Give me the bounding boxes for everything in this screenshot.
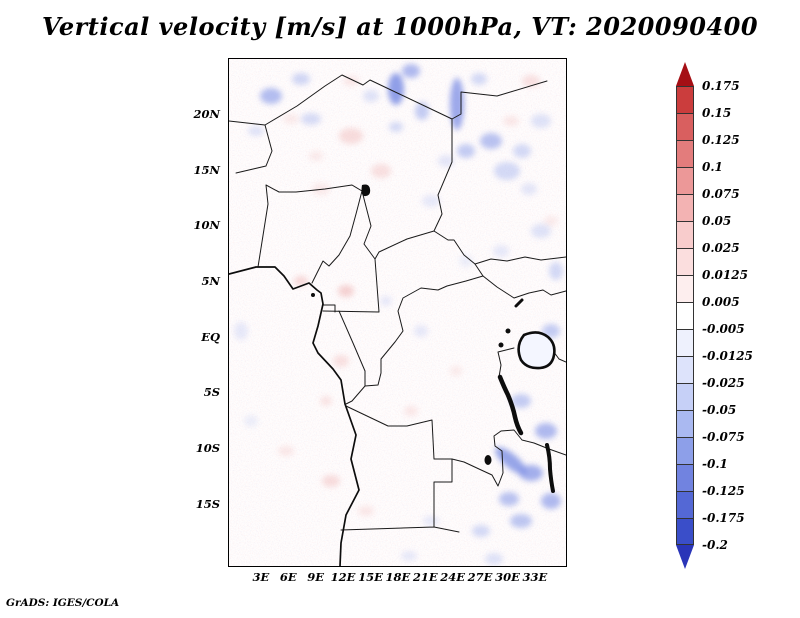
colorbar-level-label: -0.1 [702, 457, 728, 471]
colorbar-segment [676, 329, 694, 356]
colorbar-level-label: -0.025 [702, 376, 745, 390]
colorbar-level-label: -0.0125 [702, 349, 753, 363]
colorbar-level-label: 0.05 [702, 214, 732, 228]
colorbar-segment [676, 383, 694, 410]
colorbar-level-label: -0.005 [702, 322, 745, 336]
colorbar-level-label: 0.0125 [702, 268, 748, 282]
x-tick-label: 30E [495, 570, 520, 584]
x-tick-label: 12E [330, 570, 356, 584]
country-borders [229, 74, 566, 533]
lake-mweru [484, 455, 492, 465]
y-tick-label: 15S [195, 496, 220, 511]
colorbar-segment [676, 194, 694, 221]
y-tick-label: 5N [201, 273, 220, 288]
x-tick-label: 33E [522, 570, 548, 584]
x-tick-label: 18E [385, 570, 411, 584]
colorbar-bottom-arrow [676, 545, 694, 569]
colorbar-segment [676, 221, 694, 248]
colorbar-level-label: 0.175 [702, 79, 740, 93]
colorbar-segment [676, 140, 694, 167]
y-tick-label: 20N [193, 106, 220, 121]
y-tick-label: EQ [201, 329, 220, 344]
colorbar-level-label: 0.005 [702, 295, 740, 309]
colorbar-segment [676, 518, 694, 545]
pink-anomaly-blobs [278, 75, 558, 516]
colorbar-segment [676, 86, 694, 113]
lake-malawi [545, 443, 555, 493]
colorbar-segment [676, 248, 694, 275]
colorbar-segment [676, 113, 694, 140]
grads-attribution: GrADS: IGES/COLA [6, 597, 120, 609]
colorbar-level-label: 0.1 [702, 160, 723, 174]
lake-tanganyika [497, 374, 524, 436]
x-tick-label: 3E [252, 570, 270, 584]
colorbar-segment [676, 410, 694, 437]
colorbar-level-label: 0.15 [702, 106, 732, 120]
colorbar-level-label: -0.125 [702, 484, 745, 498]
map-plot-area [228, 58, 567, 567]
colorbar-segment [676, 437, 694, 464]
colorbar-level-label: 0.025 [702, 241, 740, 255]
colorbar-level-label: -0.175 [702, 511, 745, 525]
colorbar-level-label: -0.2 [702, 538, 728, 552]
lake-edward [505, 328, 511, 334]
x-tick-label: 9E [307, 570, 325, 584]
lake-victoria [517, 331, 556, 370]
lake-chad [361, 184, 371, 197]
colorbar-top-arrow [676, 62, 694, 86]
x-tick-label: 15E [358, 570, 383, 584]
y-tick-label: 10S [195, 441, 220, 456]
y-tick-label: 15N [193, 162, 220, 177]
colorbar-segment [676, 302, 694, 329]
x-tick-label: 6E [279, 570, 297, 584]
colorbar-segment [676, 356, 694, 383]
y-tick-label: 10N [193, 218, 220, 233]
colorbar-segment [676, 491, 694, 518]
bioko-island [311, 293, 315, 297]
lakes [311, 184, 556, 493]
x-tick-label: 27E [467, 570, 493, 584]
colorbar-segment [676, 464, 694, 491]
colorbar-level-label: -0.05 [702, 403, 737, 417]
colorbar-level-label: 0.075 [702, 187, 740, 201]
x-tick-label: 24E [440, 570, 466, 584]
colorbar-level-label: 0.125 [702, 133, 740, 147]
chart-title: Vertical velocity [m/s] at 1000hPa, VT: … [41, 12, 759, 41]
map-field-svg [229, 59, 566, 566]
colorbar-segment [676, 167, 694, 194]
coastline [229, 266, 360, 566]
y-tick-label: 5S [203, 385, 220, 400]
blue-speckle-texture [229, 59, 566, 566]
lake-albert [514, 298, 524, 308]
lake-kivu [498, 342, 504, 348]
x-tick-label: 21E [412, 570, 438, 584]
colorbar-level-label: -0.075 [702, 430, 745, 444]
colorbar-segment [676, 275, 694, 302]
